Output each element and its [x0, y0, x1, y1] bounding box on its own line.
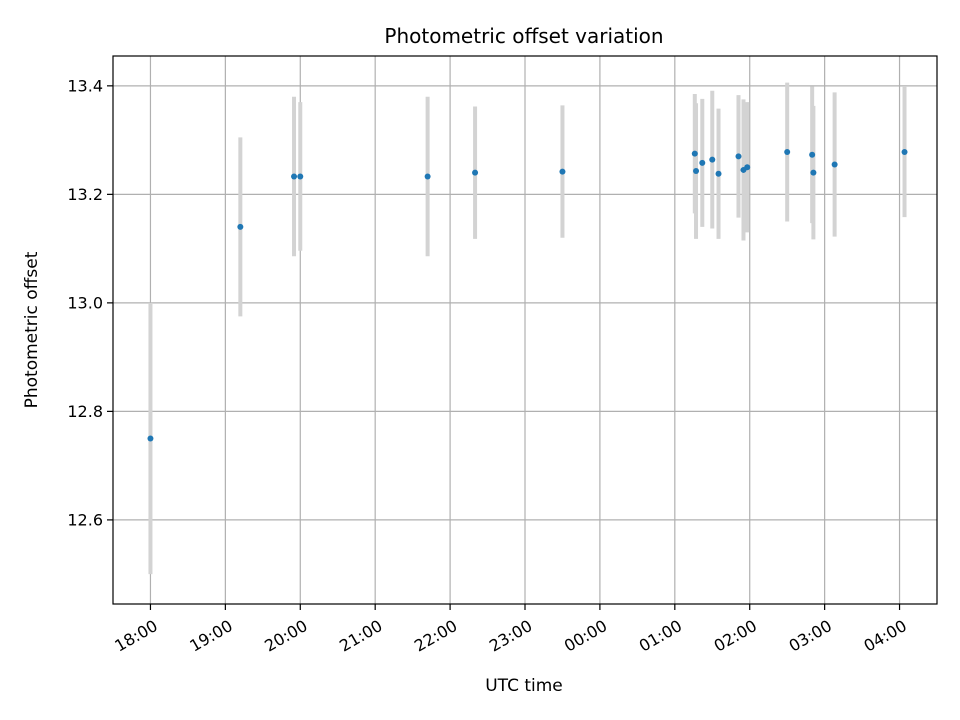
y-tick-label: 13.0 [67, 293, 103, 312]
data-point [809, 151, 816, 158]
data-points [147, 149, 908, 442]
data-point [237, 223, 244, 230]
data-point [901, 149, 908, 156]
grid [113, 56, 937, 604]
data-point [709, 156, 716, 163]
data-point [297, 173, 304, 180]
y-tick-label: 13.2 [67, 185, 103, 204]
data-point [699, 159, 706, 166]
data-point [147, 435, 154, 442]
x-axis-label: UTC time [485, 676, 563, 696]
data-point [693, 168, 700, 175]
y-tick-label: 12.8 [67, 402, 103, 421]
y-tick-label: 12.6 [67, 511, 103, 530]
data-point [735, 153, 742, 160]
y-axis-label: Photometric offset [22, 251, 42, 408]
y-tick-label: 13.4 [67, 76, 103, 95]
data-point [559, 168, 566, 175]
data-point [810, 169, 817, 176]
data-point [291, 173, 298, 180]
data-point [691, 150, 698, 157]
data-point [424, 173, 431, 180]
data-point [831, 161, 838, 168]
data-point [472, 169, 479, 176]
chart-title: Photometric offset variation [384, 24, 663, 48]
data-point [744, 164, 751, 171]
y-axis-ticks: 12.6 12.8 13.0 13.2 13.4 [67, 76, 113, 530]
data-point [784, 149, 791, 156]
data-point [715, 170, 722, 177]
